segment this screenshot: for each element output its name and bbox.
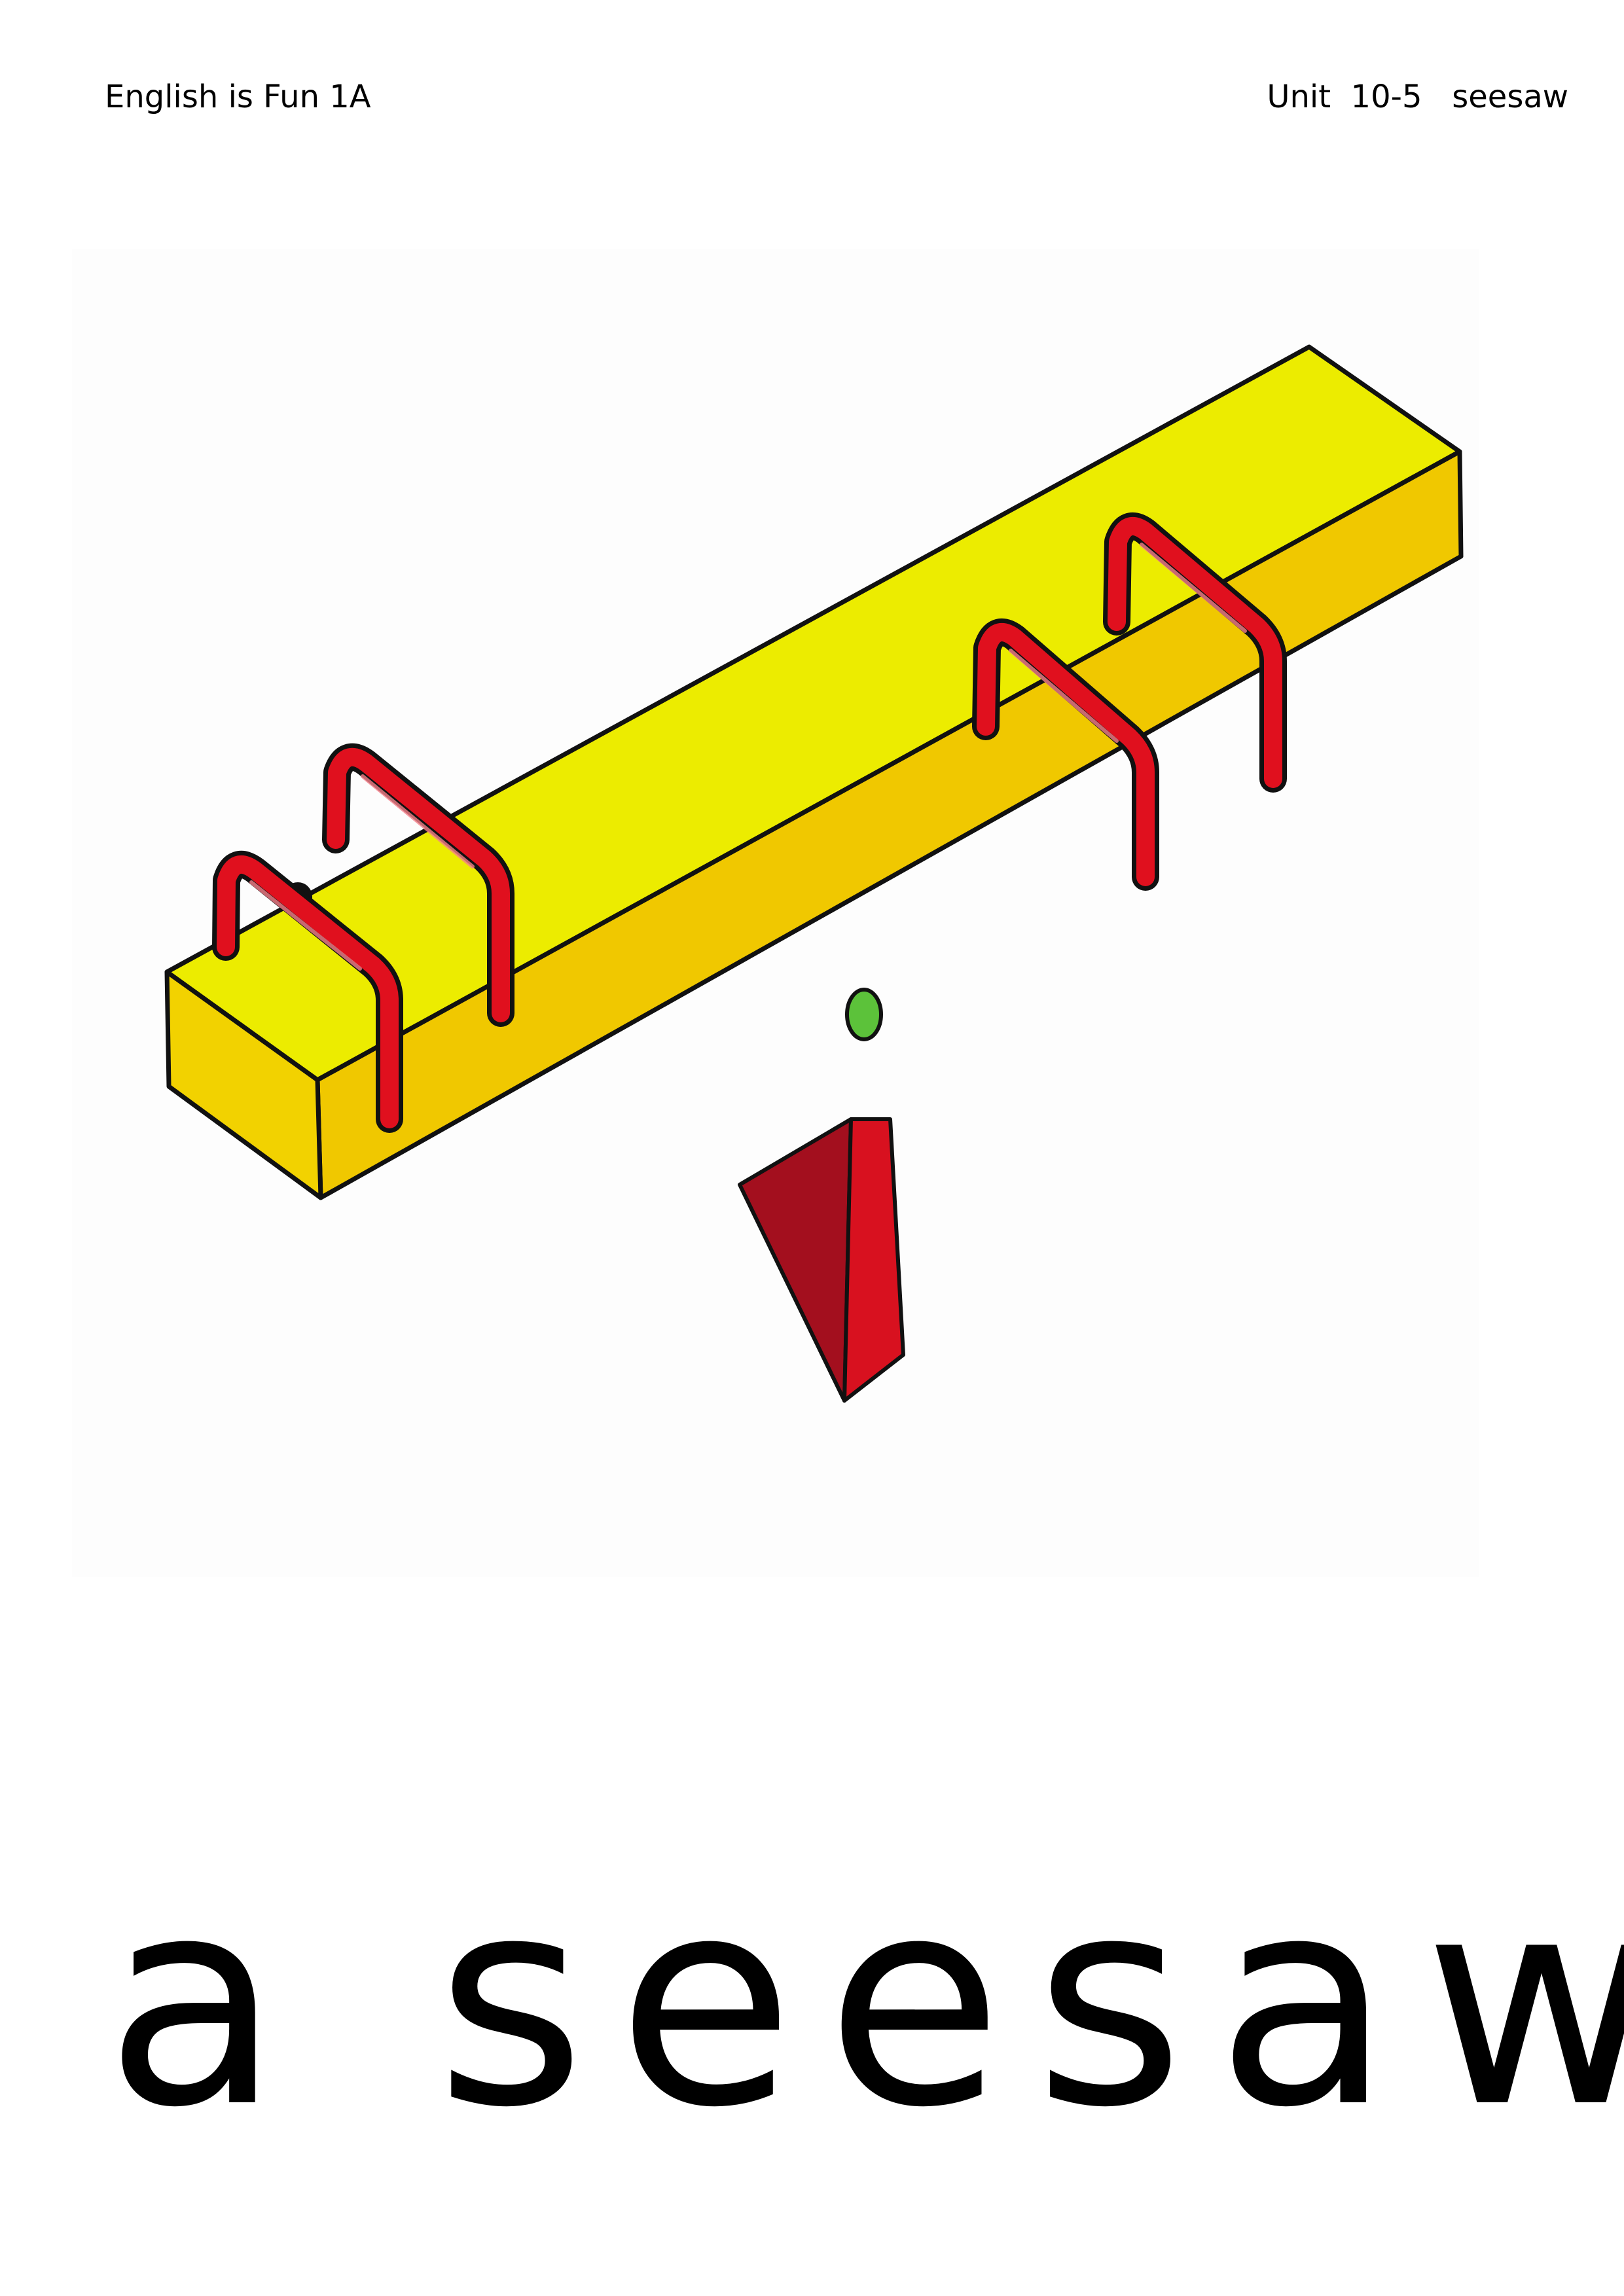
handles: [212, 512, 1287, 1133]
book-title: English is Fun 1A: [105, 79, 371, 115]
fulcrum-right-face: [842, 1117, 905, 1403]
caption-word: a seesaw: [105, 1835, 1624, 2170]
unit-label: Unit 10-5 seesaw: [1267, 79, 1568, 115]
fulcrum-left-face: [738, 1117, 853, 1403]
board-end-face: [164, 969, 323, 1200]
seesaw-drawing: [164, 344, 1464, 1403]
seesaw-illustration: [72, 249, 1479, 1577]
pivot-knob: [845, 988, 883, 1041]
